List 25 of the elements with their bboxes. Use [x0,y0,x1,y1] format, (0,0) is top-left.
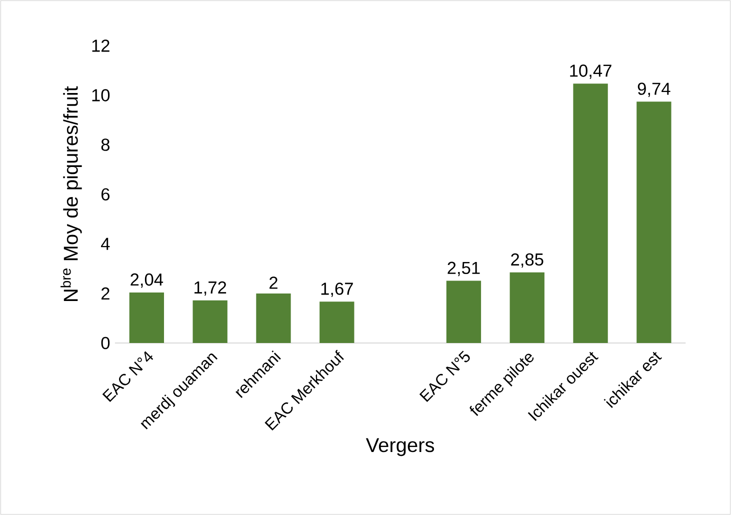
data-label: 2,04 [130,273,164,288]
data-label: 1,72 [194,281,226,296]
y-tick-label: 4 [101,238,110,250]
x-axis-title: Vergers [366,438,434,456]
data-label: 1,67 [321,282,353,297]
bar [129,292,164,344]
y-tick-label: 2 [101,287,110,300]
data-label: 2,51 [448,262,480,276]
data-label: 2 [270,276,278,289]
y-tick-label: 10 [92,89,110,102]
y-tick-label: 8 [101,138,110,151]
bar [192,300,228,344]
bar [256,293,291,344]
bar [573,84,608,344]
data-label: 10,47 [570,64,612,79]
y-tick-label: 12 [92,40,110,52]
y-tick-label: 0 [101,336,110,350]
data-label: 2,85 [511,253,544,268]
data-label: 9,74 [638,82,670,97]
bar [320,302,354,344]
bar [636,102,672,344]
y-axis-title: N$^{bre}$ Moy de piqures/fruit [60,86,82,301]
bar [446,280,482,344]
bar [510,272,544,344]
y-tick-label: 6 [101,188,110,200]
